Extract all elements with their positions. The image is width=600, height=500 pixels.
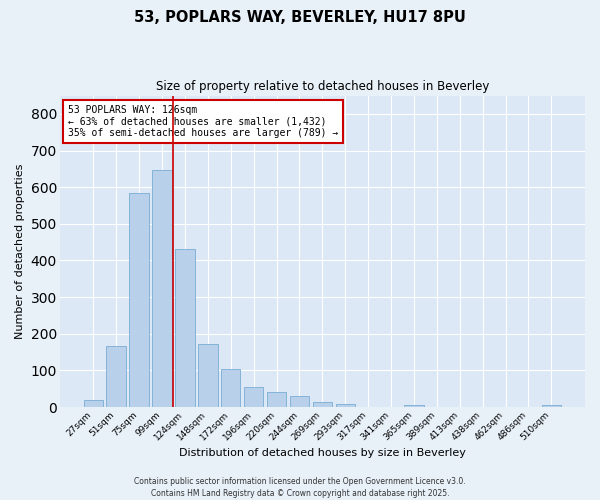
Bar — [221, 370, 241, 407]
Y-axis label: Number of detached properties: Number of detached properties — [15, 164, 25, 339]
Text: 53, POPLARS WAY, BEVERLEY, HU17 8PU: 53, POPLARS WAY, BEVERLEY, HU17 8PU — [134, 10, 466, 25]
Bar — [130, 194, 149, 407]
Bar — [542, 404, 561, 407]
Bar — [290, 396, 309, 407]
X-axis label: Distribution of detached houses by size in Beverley: Distribution of detached houses by size … — [179, 448, 466, 458]
Bar — [335, 404, 355, 407]
Title: Size of property relative to detached houses in Beverley: Size of property relative to detached ho… — [155, 80, 489, 93]
Bar — [404, 405, 424, 407]
Bar — [83, 400, 103, 407]
Bar — [244, 387, 263, 407]
Bar — [152, 170, 172, 407]
Bar — [313, 402, 332, 407]
Text: 53 POPLARS WAY: 126sqm
← 63% of detached houses are smaller (1,432)
35% of semi-: 53 POPLARS WAY: 126sqm ← 63% of detached… — [68, 105, 338, 138]
Text: Contains HM Land Registry data © Crown copyright and database right 2025.: Contains HM Land Registry data © Crown c… — [151, 488, 449, 498]
Bar — [198, 344, 218, 407]
Bar — [267, 392, 286, 407]
Text: Contains public sector information licensed under the Open Government Licence v3: Contains public sector information licen… — [134, 477, 466, 486]
Bar — [175, 250, 194, 407]
Bar — [106, 346, 126, 407]
